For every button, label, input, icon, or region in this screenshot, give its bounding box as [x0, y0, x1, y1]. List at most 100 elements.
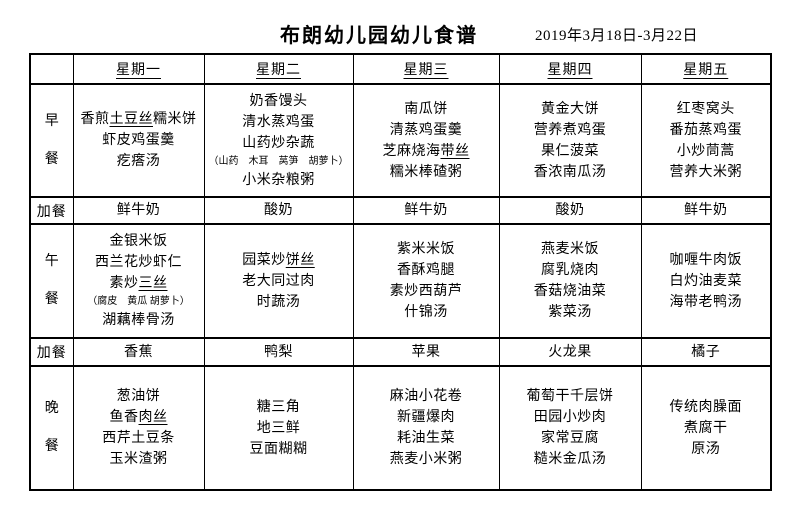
- menu-item: 煮腐干: [684, 420, 728, 436]
- menu-cell: 鲜牛奶: [72, 196, 205, 225]
- menu-item: 鲜牛奶: [684, 203, 728, 218]
- menu-item: 家常豆腐: [541, 431, 599, 446]
- menu-item: 香酥鸡腿: [397, 263, 455, 278]
- menu-item: 湖藕棒骨汤: [102, 313, 175, 328]
- menu-item: 葡萄干千层饼: [526, 389, 614, 404]
- menu-item: 清水蒸鸡蛋: [242, 114, 315, 130]
- menu-item: 营养大米粥: [669, 164, 742, 180]
- menu-cell: 橘子: [640, 337, 772, 367]
- menu-item: 鸭梨: [264, 344, 293, 360]
- menu-item: 疙瘩汤: [116, 154, 161, 169]
- day-header-label: 星期二: [256, 63, 301, 78]
- menu-item: 老大同过肉: [242, 273, 315, 289]
- menu-item: 酸奶: [264, 203, 293, 218]
- menu-item: 金银米饭: [109, 234, 168, 249]
- menu-item: 香浓南瓜汤: [533, 164, 607, 180]
- menu-item: 小炒茼蒿: [676, 143, 735, 159]
- menu-item: 火龙果: [548, 344, 592, 360]
- menu-row: 加餐 鲜牛奶 酸奶 鲜牛奶 酸奶 鲜牛奶: [29, 196, 772, 225]
- menu-item: 素炒西葫芦: [389, 284, 463, 299]
- day-header-tuesday: 星期二: [203, 53, 354, 85]
- menu-item: 虾皮鸡蛋羹: [102, 133, 175, 148]
- menu-item: 传统肉臊面: [669, 399, 742, 415]
- day-header-label: 星期一: [116, 63, 161, 78]
- header-row: 星期一 星期二 星期三 星期四 星期五: [29, 53, 772, 85]
- menu-item: 香煎土豆丝糯米饼: [80, 112, 197, 127]
- menu-item: （山药 木耳 莴笋 胡萝卜）: [208, 155, 349, 167]
- menu-table: 星期一 星期二 星期三 星期四 星期五 早餐香煎土豆丝糯米饼 虾皮鸡蛋羹 疙瘩汤 奶香…: [29, 53, 772, 491]
- menu-item: 腐乳烧肉: [541, 263, 599, 278]
- day-header-label: 星期五: [683, 63, 729, 78]
- menu-item: 芝麻烧海带丝: [382, 143, 470, 159]
- menu-item: 白灼油麦菜: [669, 273, 742, 289]
- menu-item: 香蕉: [124, 344, 153, 360]
- menu-item: 耗油生菜: [397, 431, 455, 446]
- page-title: 布朗幼儿园幼儿食谱: [280, 25, 478, 47]
- menu-item: 清蒸鸡蛋羹: [389, 122, 463, 138]
- menu-cell: 鸭梨: [203, 337, 354, 367]
- menu-item: 红枣窝头: [676, 101, 735, 117]
- row-label: 午餐: [29, 223, 74, 339]
- day-header-thursday: 星期四: [498, 53, 642, 85]
- menu-item: 时蔬汤: [256, 294, 301, 310]
- menu-item: 番茄蒸鸡蛋: [669, 122, 742, 138]
- menu-cell: 红枣窝头番茄蒸鸡蛋小炒茼蒿营养大米粥: [640, 83, 772, 198]
- menu-item: 糯米棒碴粥: [389, 164, 463, 180]
- day-header-wednesday: 星期三: [352, 53, 500, 85]
- menu-item: 鲜牛奶: [404, 203, 448, 218]
- menu-item: 紫菜汤: [548, 305, 592, 320]
- menu-item: 燕麦小米粥: [389, 452, 463, 467]
- menu-cell: 酸奶: [203, 196, 354, 225]
- menu-item: 园菜炒饼丝: [242, 252, 315, 268]
- menu-row: 加餐 香蕉 鸭梨 苹果 火龙果 橘子: [29, 337, 772, 367]
- corner-cell: [29, 53, 74, 85]
- menu-cell: 香煎土豆丝糯米饼 虾皮鸡蛋羹疙瘩汤: [72, 83, 205, 198]
- menu-cell: 黄金大饼 营养煮鸡蛋 果仁菠菜 香浓南瓜汤: [498, 83, 642, 198]
- menu-item: 糙米金瓜汤: [533, 452, 607, 467]
- menu-cell: 紫米米饭香酥鸡腿素炒西葫芦什锦汤: [352, 223, 500, 339]
- menu-cell: 园菜炒饼丝老大同过肉时蔬汤: [203, 223, 354, 339]
- menu-table-body: 早餐香煎土豆丝糯米饼 虾皮鸡蛋羹 疙瘩汤 奶香馒头 清水蒸鸡蛋 山药炒杂蔬 （山药 木耳 莴…: [29, 83, 772, 491]
- menu-item: 西兰花炒虾仁: [95, 255, 182, 270]
- menu-cell: 酸奶: [498, 196, 642, 225]
- menu-item: 橘子: [691, 344, 721, 360]
- menu-row: 午餐 金银米饭西兰花炒虾仁 素炒三丝 （腐皮 黄瓜 胡萝卜） 湖藕棒骨汤 园菜炒饼丝老大同…: [29, 223, 772, 339]
- menu-cell: 葱油饼 鱼香肉丝 西芹土豆条 玉米渣粥: [72, 365, 205, 491]
- date-range: 2019年3月18日-3月22日: [535, 28, 698, 44]
- row-label: 加餐: [29, 196, 74, 225]
- menu-item: 香菇烧油菜: [533, 284, 607, 299]
- menu-item: 糖三角: [256, 399, 301, 415]
- menu-item: 鱼香肉丝: [109, 410, 168, 425]
- menu-cell: 奶香馒头 清水蒸鸡蛋 山药炒杂蔬 （山药 木耳 莴笋 胡萝卜） 小米杂粮粥: [203, 83, 354, 198]
- menu-row: 早餐香煎土豆丝糯米饼 虾皮鸡蛋羹 疙瘩汤 奶香馒头 清水蒸鸡蛋 山药炒杂蔬 （山药 木耳 莴…: [29, 83, 772, 198]
- menu-item: 葱油饼: [116, 389, 161, 404]
- menu-cell: 鲜牛奶: [352, 196, 500, 225]
- menu-item: 海带老鸭汤: [669, 294, 742, 310]
- menu-cell: 糖三角地三鲜豆面糊糊: [203, 365, 354, 491]
- menu-cell: 葡萄干千层饼 田园小炒肉家常豆腐糙米金瓜汤: [498, 365, 642, 491]
- row-label: 加餐: [29, 337, 74, 367]
- menu-item: 豆面糊糊: [249, 441, 308, 457]
- menu-item: 地三鲜: [256, 420, 301, 436]
- menu-item: 鲜牛奶: [116, 203, 161, 218]
- day-header-monday: 星期一: [72, 53, 205, 85]
- menu-cell: 传统肉臊面煮腐干原汤: [640, 365, 772, 491]
- menu-item: （腐皮 黄瓜 胡萝卜）: [87, 296, 190, 307]
- menu-item: 田园小炒肉: [533, 410, 607, 425]
- menu-item: 什锦汤: [404, 305, 448, 320]
- menu-item: 山药炒杂蔬: [242, 135, 315, 151]
- menu-item: 紫米米饭: [397, 242, 455, 257]
- row-label: 晚餐: [29, 365, 74, 491]
- day-header-label: 星期四: [547, 63, 593, 78]
- menu-cell: 南瓜饼清蒸鸡蛋羹芝麻烧海带丝 糯米棒碴粥: [352, 83, 500, 198]
- menu-item: 原汤: [691, 441, 721, 457]
- menu-item: 果仁菠菜: [541, 143, 599, 159]
- menu-item: 西芹土豆条: [102, 431, 175, 446]
- menu-item: 南瓜饼: [404, 101, 448, 117]
- menu-item: 素炒三丝: [109, 276, 168, 291]
- menu-cell: 火龙果: [498, 337, 642, 367]
- menu-item: 新疆爆肉: [397, 410, 455, 425]
- menu-item: 营养煮鸡蛋: [533, 122, 607, 138]
- menu-cell: 鲜牛奶: [640, 196, 772, 225]
